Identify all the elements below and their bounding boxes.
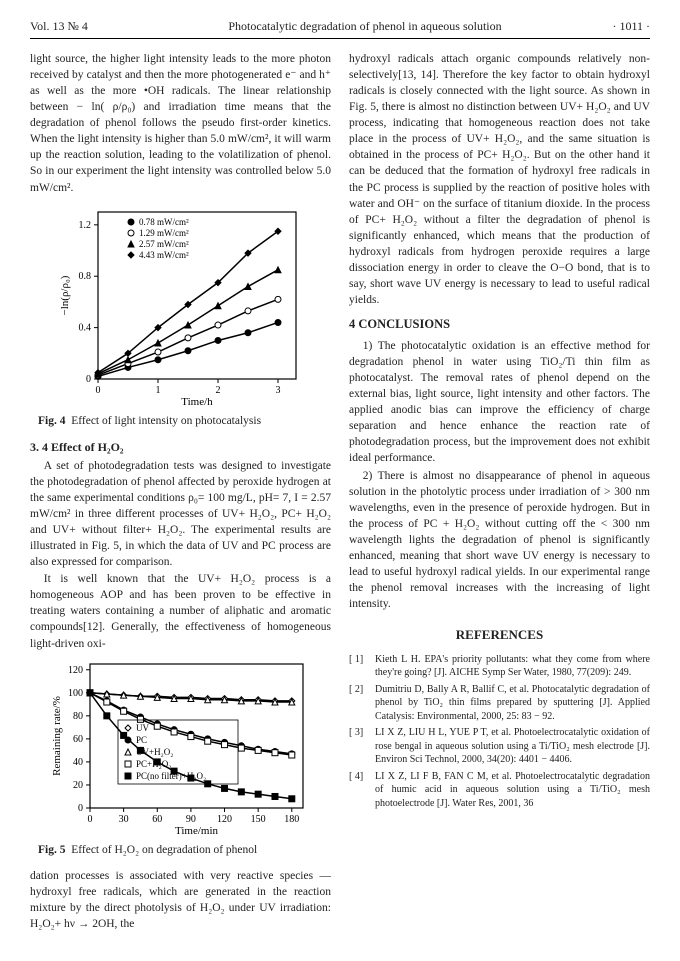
svg-text:PC+H₂O₂: PC+H₂O₂ — [136, 759, 171, 769]
body-text: 1) The photocatalytic oxidation is an ef… — [349, 338, 650, 467]
references-title: REFERENCES — [349, 626, 650, 644]
svg-text:0.78 mW/cm²: 0.78 mW/cm² — [139, 217, 189, 227]
svg-text:90: 90 — [186, 814, 196, 825]
ref-number: [ 3] — [349, 726, 375, 767]
svg-text:2: 2 — [215, 385, 220, 396]
svg-text:0: 0 — [86, 374, 91, 385]
page-header: Vol. 13 № 4 Photocatalytic degradation o… — [30, 18, 650, 39]
svg-text:100: 100 — [68, 687, 83, 698]
svg-text:80: 80 — [73, 710, 83, 721]
svg-text:PC(no filter)+H₂O₂: PC(no filter)+H₂O₂ — [136, 771, 206, 781]
svg-text:4.43 mW/cm²: 4.43 mW/cm² — [139, 250, 189, 260]
svg-text:UV+H₂O₂: UV+H₂O₂ — [136, 747, 173, 757]
ref-text: Dumitriu D, Bally A R, Ballif C, et al. … — [375, 683, 650, 724]
figure-4-caption: Fig. 4 Effect of light intensity on phot… — [38, 413, 331, 429]
svg-text:−ln(ρ/ρ₀): −ln(ρ/ρ₀) — [59, 275, 71, 315]
svg-text:Remaining rate/%: Remaining rate/% — [51, 696, 63, 776]
ref-number: [ 4] — [349, 770, 375, 811]
two-column-body: light source, the higher light intensity… — [30, 51, 650, 933]
svg-text:0.8: 0.8 — [78, 271, 91, 282]
ref-number: [ 2] — [349, 683, 375, 724]
right-column: hydroxyl radicals attach organic compoun… — [349, 51, 650, 933]
svg-text:0: 0 — [95, 385, 100, 396]
reference-item: [ 1]Kieth L H. EPA's priority pollutants… — [349, 653, 650, 680]
ref-text: LI X Z, LIU H L, YUE P T, et al. Photoel… — [375, 726, 650, 767]
svg-text:30: 30 — [119, 814, 129, 825]
svg-text:Time/min: Time/min — [175, 825, 218, 837]
figure-4-chart: 0 1 2 3 0 0.4 0.8 1.2 Time/h −ln(ρ/ρ₀) 0.78 mW/cm²… — [56, 204, 306, 409]
svg-text:0: 0 — [88, 814, 93, 825]
header-page: · 1011 · — [590, 18, 650, 35]
ref-text: LI X Z, LI F B, FAN C M, et al. Photoele… — [375, 770, 650, 811]
ref-number: [ 1] — [349, 653, 375, 680]
reference-item: [ 4]LI X Z, LI F B, FAN C M, et al. Phot… — [349, 770, 650, 811]
figure-5-chart: 0306090120150180020406080100120Time/minR… — [48, 658, 313, 838]
svg-text:3: 3 — [275, 385, 280, 396]
fig-text: Effect of light intensity on photocataly… — [71, 415, 261, 427]
header-vol: Vol. 13 № 4 — [30, 18, 140, 35]
svg-text:1: 1 — [155, 385, 160, 396]
reference-item: [ 3]LI X Z, LIU H L, YUE P T, et al. Pho… — [349, 726, 650, 767]
reference-item: [ 2]Dumitriu D, Bally A R, Ballif C, et … — [349, 683, 650, 724]
svg-text:0: 0 — [78, 803, 83, 814]
left-column: light source, the higher light intensity… — [30, 51, 331, 933]
body-text: It is well known that the UV+ H₂O₂ proce… — [30, 571, 331, 651]
svg-text:120: 120 — [217, 814, 232, 825]
body-text: 2) There is almost no disappearance of p… — [349, 468, 650, 613]
svg-text:Time/h: Time/h — [181, 396, 213, 408]
svg-text:60: 60 — [73, 734, 83, 745]
body-text: hydroxyl radicals attach organic compoun… — [349, 51, 650, 309]
svg-text:40: 40 — [73, 757, 83, 768]
svg-text:120: 120 — [68, 664, 83, 675]
svg-text:150: 150 — [251, 814, 266, 825]
section-4-title: 4 CONCLUSIONS — [349, 316, 650, 334]
body-text: A set of photodegradation tests was desi… — [30, 458, 331, 571]
svg-text:PC: PC — [136, 735, 147, 745]
svg-text:180: 180 — [284, 814, 299, 825]
header-title: Photocatalytic degradation of phenol in … — [140, 18, 590, 35]
svg-text:1.2: 1.2 — [78, 219, 91, 230]
figure-5-caption: Fig. 5 Effect of H₂O₂ on degradation of … — [38, 842, 331, 858]
body-text: light source, the higher light intensity… — [30, 51, 331, 196]
svg-text:1.29 mW/cm²: 1.29 mW/cm² — [139, 228, 189, 238]
fig-label: Fig. 5 — [38, 844, 65, 856]
svg-text:UV: UV — [136, 723, 149, 733]
svg-text:2.57 mW/cm²: 2.57 mW/cm² — [139, 239, 189, 249]
body-text: dation processes is associated with very… — [30, 868, 331, 932]
svg-text:60: 60 — [152, 814, 162, 825]
subsection-3-4-title: 3. 4 Effect of H₂O₂ — [30, 439, 331, 456]
ref-text: Kieth L H. EPA's priority pollutants: wh… — [375, 653, 650, 680]
references-list: [ 1]Kieth L H. EPA's priority pollutants… — [349, 653, 650, 811]
fig-label: Fig. 4 — [38, 415, 65, 427]
svg-text:20: 20 — [73, 780, 83, 791]
fig-text: Effect of H₂O₂ on degradation of phenol — [71, 844, 257, 856]
svg-text:0.4: 0.4 — [78, 322, 91, 333]
